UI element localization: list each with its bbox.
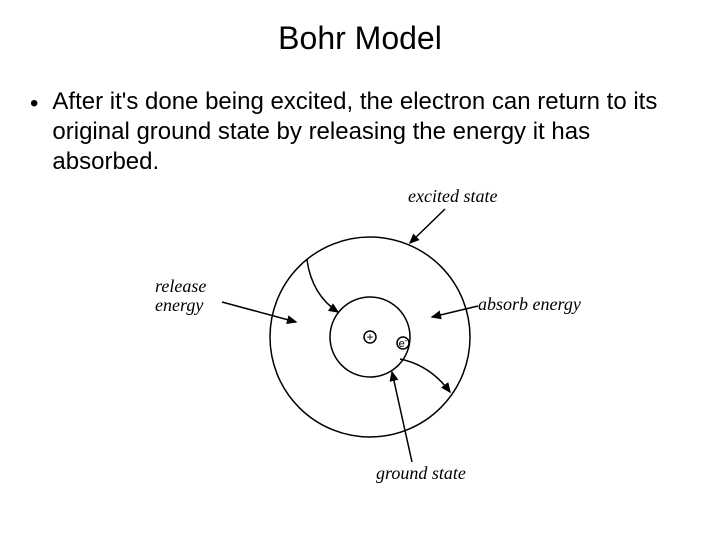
label-ground-state: ground state [376,464,466,483]
label-excited-state: excited state [408,187,497,206]
bohr-diagram-svg: +e- [0,187,720,487]
bullet-block: • After it's done being excited, the ele… [30,87,690,177]
bullet-text: After it's done being excited, the elect… [52,87,690,177]
bohr-diagram: +e- excited state absorb energy ground s… [0,187,720,487]
bullet-dot: • [30,89,38,119]
page-title: Bohr Model [0,20,720,57]
label-absorb-energy: absorb energy [478,295,581,314]
svg-text:+: + [366,330,373,344]
label-release-energy: release energy [155,277,206,315]
